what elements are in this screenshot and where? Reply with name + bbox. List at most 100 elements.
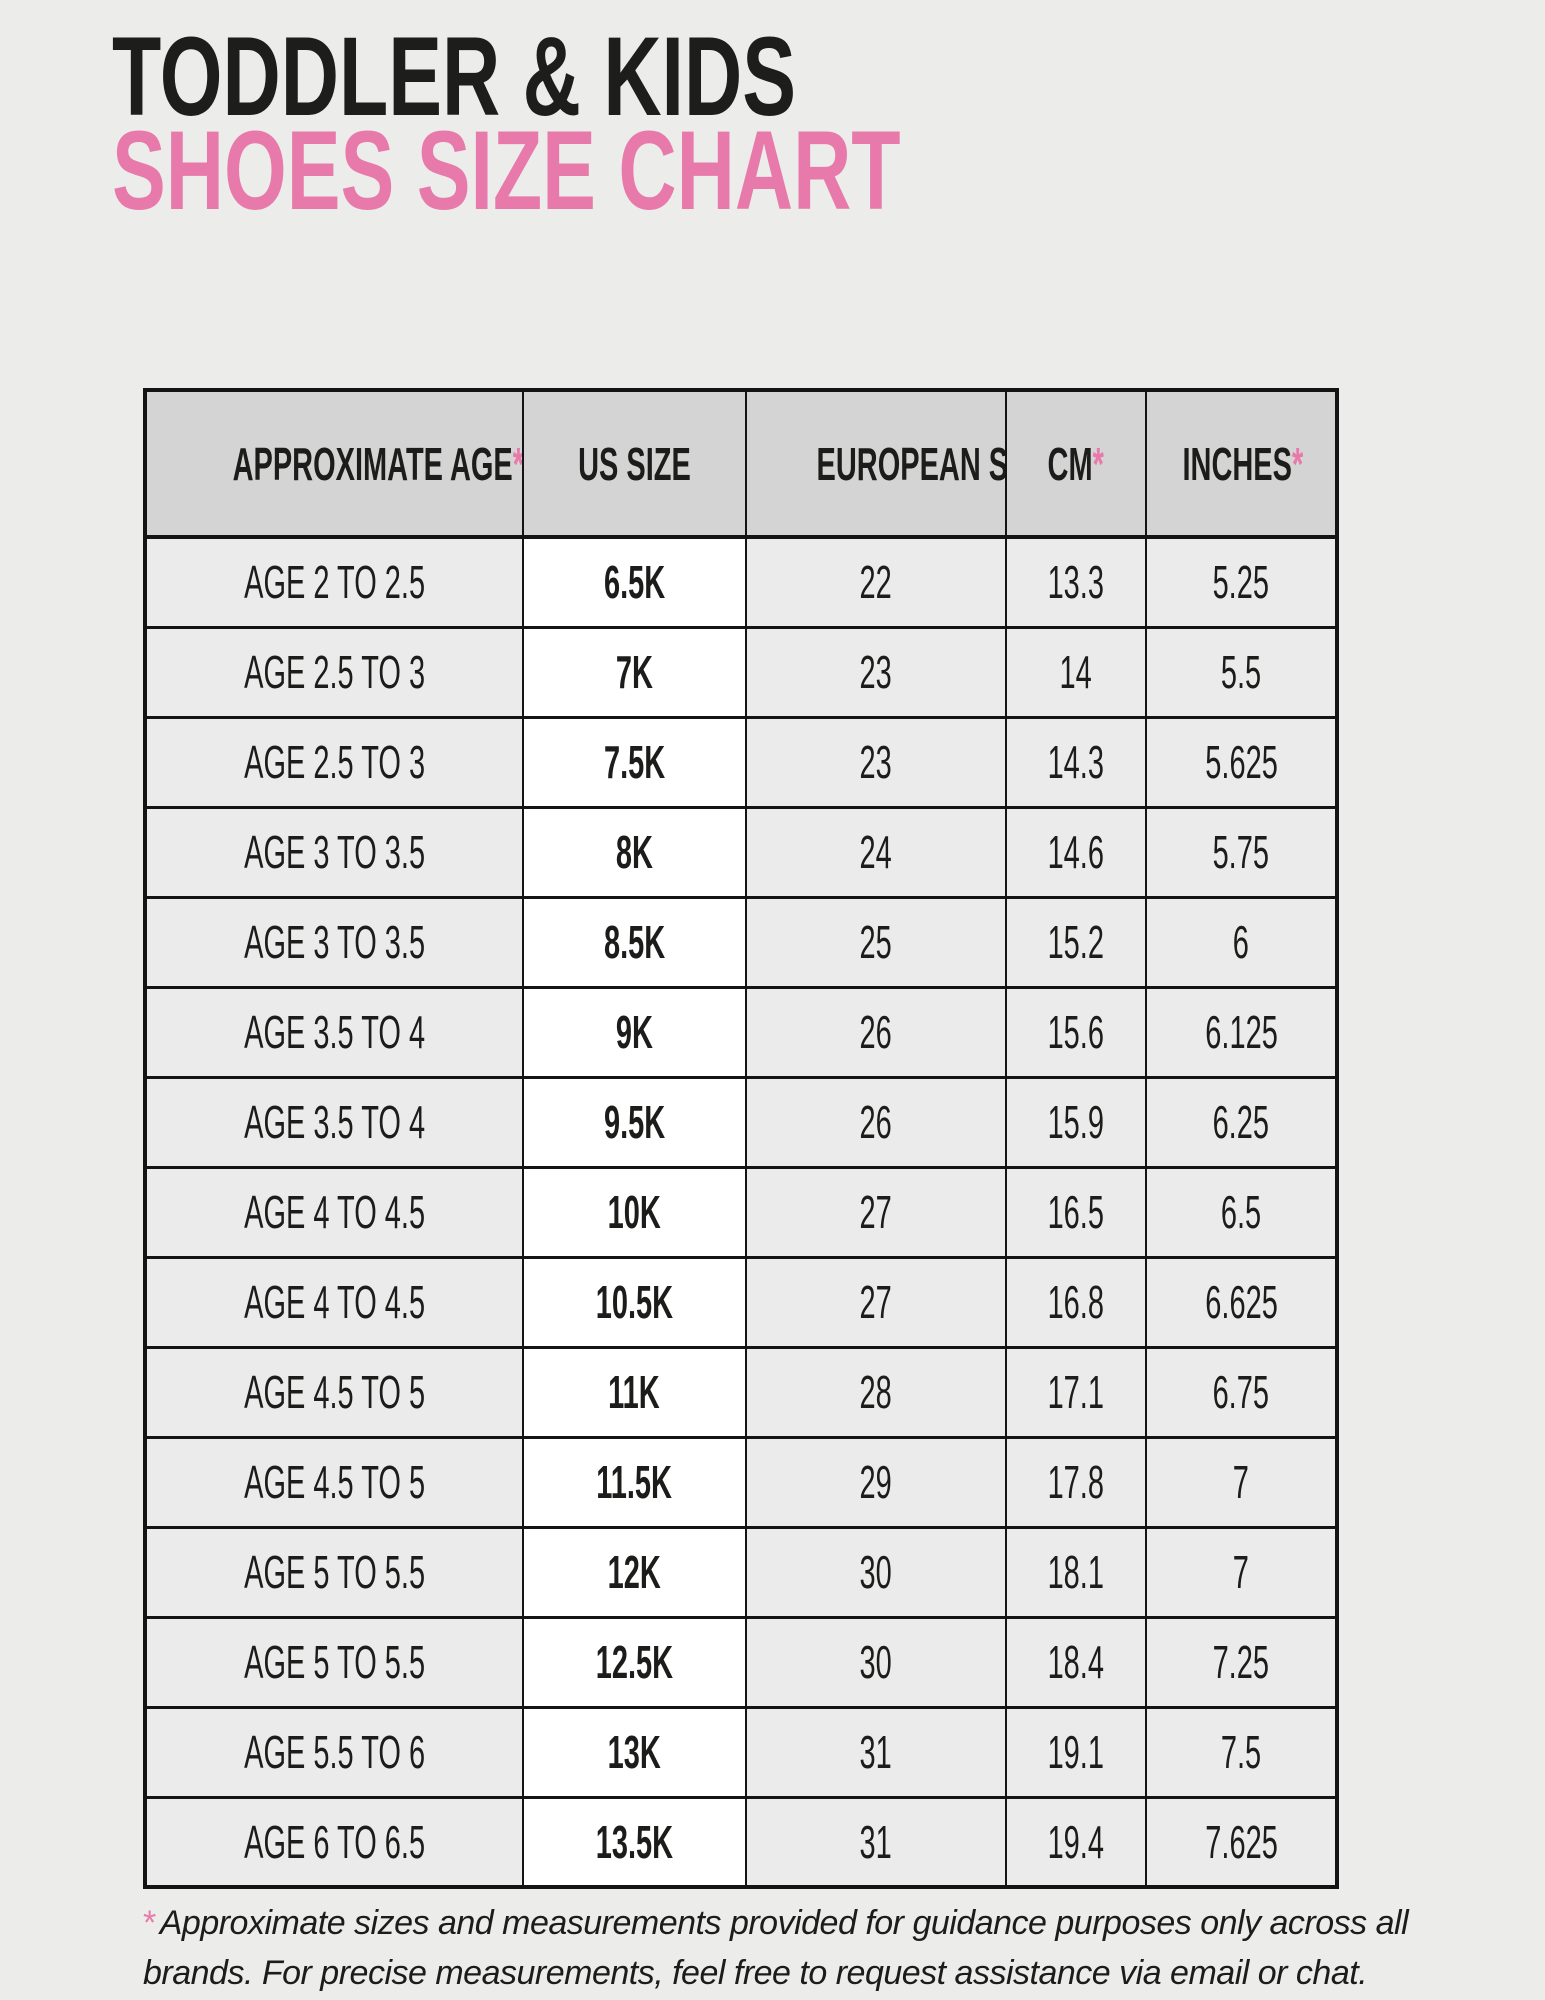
cell-age: AGE 3.5 TO 4 (144, 985, 524, 1079)
cell-inches: 6.125 (1145, 985, 1338, 1079)
cell-text: 8.5K (603, 916, 665, 968)
cell-cm: 16.8 (1004, 1255, 1148, 1349)
cell-us-size: 12K (521, 1525, 747, 1619)
cell-age: AGE 2.5 TO 3 (144, 625, 524, 719)
size-table-body: AGE 2 TO 2.5 6.5K 22 13.3 5.25 AGE 2.5 TO 3 7K… (144, 535, 1338, 1889)
cell-age: AGE 6 TO 6.5 (144, 1795, 524, 1889)
table-row: AGE 2 TO 2.5 6.5K 22 13.3 5.25 (144, 535, 1338, 629)
table-row: AGE 2.5 TO 3 7K 23 14 5.5 (144, 625, 1338, 719)
cell-text: 15.9 (1047, 1096, 1105, 1148)
table-row: AGE 5.5 TO 6 13K 31 19.1 7.5 (144, 1705, 1338, 1799)
header-approximate-age-label: APPROXIMATE AGE (232, 437, 513, 490)
cell-cm: 14 (1004, 625, 1148, 719)
cell-text: 6.625 (1204, 1276, 1278, 1328)
cell-text: 10K (607, 1186, 661, 1238)
page-title-line2: SHOES SIZE CHART (112, 108, 1207, 233)
cell-cm: 18.1 (1004, 1525, 1148, 1619)
cell-text: AGE 5 TO 5.5 (243, 1546, 425, 1598)
table-row: AGE 4 TO 4.5 10K 27 16.5 6.5 (144, 1165, 1338, 1259)
cell-text: AGE 3 TO 3.5 (243, 826, 425, 878)
cell-inches: 6.625 (1145, 1255, 1338, 1349)
cell-text: 13.3 (1047, 556, 1105, 609)
cell-text: 7K (615, 646, 653, 698)
cell-text: AGE 3.5 TO 4 (243, 1006, 425, 1058)
cell-inches: 7.5 (1145, 1705, 1338, 1799)
cell-eu-size: 24 (744, 805, 1007, 899)
cell-eu-size: 26 (744, 985, 1007, 1079)
cell-text: 23 (859, 736, 892, 788)
cell-eu-size: 28 (744, 1345, 1007, 1439)
cell-text: 11K (608, 1366, 661, 1418)
cell-cm: 15.2 (1004, 895, 1148, 989)
cell-text: 19.1 (1047, 1726, 1105, 1778)
header-inches-asterisk: * (1292, 437, 1304, 490)
cell-text: 7 (1233, 1546, 1250, 1598)
cell-us-size: 8K (521, 805, 747, 899)
cell-text: 16.8 (1047, 1276, 1105, 1328)
page-title-line1-text: TODDLER & KIDS (112, 14, 796, 139)
cell-eu-size: 30 (744, 1525, 1007, 1619)
cell-inches: 6 (1145, 895, 1338, 989)
cell-us-size: 9.5K (521, 1075, 747, 1169)
cell-cm: 13.3 (1004, 535, 1148, 629)
cell-text: AGE 4.5 TO 5 (243, 1456, 425, 1508)
cell-text: 6 (1233, 916, 1250, 968)
cell-text: 5.625 (1204, 736, 1278, 788)
cell-inches: 5.5 (1145, 625, 1338, 719)
cell-age: AGE 3 TO 3.5 (144, 895, 524, 989)
header-cm: CM* (1004, 389, 1148, 539)
cell-text: 18.4 (1047, 1636, 1105, 1688)
cell-text: 25 (859, 916, 892, 968)
cell-us-size: 13.5K (521, 1795, 747, 1889)
cell-inches: 6.75 (1145, 1345, 1338, 1439)
cell-text: 9K (615, 1006, 653, 1058)
cell-text: 14.3 (1047, 736, 1105, 788)
cell-eu-size: 29 (744, 1435, 1007, 1529)
cell-cm: 16.5 (1004, 1165, 1148, 1259)
cell-text: 31 (859, 1815, 892, 1868)
page-title-line2-text: SHOES SIZE CHART (112, 108, 901, 233)
cell-text: 28 (859, 1366, 892, 1418)
cell-us-size: 11K (521, 1345, 747, 1439)
cell-text: 18.1 (1047, 1546, 1105, 1598)
table-row: AGE 5 TO 5.5 12.5K 30 18.4 7.25 (144, 1615, 1338, 1709)
header-approximate-age-asterisk: * (513, 438, 521, 490)
cell-us-size: 6.5K (521, 535, 747, 629)
cell-text: 6.25 (1212, 1096, 1270, 1148)
cell-us-size: 10K (521, 1165, 747, 1259)
cell-us-size: 7.5K (521, 715, 747, 809)
cell-cm: 14.6 (1004, 805, 1148, 899)
cell-text: AGE 4.5 TO 5 (243, 1366, 425, 1418)
cell-text: 16.5 (1047, 1186, 1105, 1238)
cell-age: AGE 4.5 TO 5 (144, 1345, 524, 1439)
cell-text: AGE 4 TO 4.5 (243, 1186, 425, 1238)
cell-eu-size: 27 (744, 1165, 1007, 1259)
cell-text: 7.25 (1212, 1636, 1270, 1688)
cell-text: 15.6 (1047, 1006, 1105, 1058)
cell-text: 6.75 (1212, 1366, 1270, 1418)
table-row: AGE 3.5 TO 4 9K 26 15.6 6.125 (144, 985, 1338, 1079)
cell-eu-size: 27 (744, 1255, 1007, 1349)
cell-text: 19.4 (1047, 1815, 1105, 1868)
cell-us-size: 11.5K (521, 1435, 747, 1529)
cell-text: 10.5K (595, 1276, 673, 1328)
table-row: AGE 3 TO 3.5 8K 24 14.6 5.75 (144, 805, 1338, 899)
cell-text: AGE 6 TO 6.5 (243, 1815, 425, 1868)
header-approximate-age: APPROXIMATE AGE* (144, 389, 524, 539)
cell-text: 23 (859, 646, 892, 698)
cell-text: 17.8 (1047, 1456, 1105, 1508)
cell-cm: 19.1 (1004, 1705, 1148, 1799)
cell-age: AGE 4 TO 4.5 (144, 1255, 524, 1349)
cell-eu-size: 25 (744, 895, 1007, 989)
cell-text: 14.6 (1047, 826, 1105, 878)
cell-text: 12.5K (595, 1636, 673, 1688)
cell-age: AGE 3.5 TO 4 (144, 1075, 524, 1169)
cell-inches: 7.25 (1145, 1615, 1338, 1709)
footnote-asterisk: * (143, 1904, 156, 1942)
cell-cm: 19.4 (1004, 1795, 1148, 1889)
cell-cm: 14.3 (1004, 715, 1148, 809)
cell-inches: 6.25 (1145, 1075, 1338, 1169)
footnote-line2: brands. For precise measurements, feel f… (143, 1954, 1368, 1992)
cell-text: 5.75 (1212, 826, 1270, 878)
header-cm-label: CM (1047, 437, 1093, 490)
